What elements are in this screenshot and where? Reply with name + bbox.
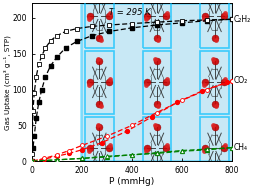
Bar [143,0,171,48]
Text: C₂H₂: C₂H₂ [233,15,250,24]
Bar [143,51,171,114]
Text: CH₄: CH₄ [233,143,247,152]
Bar [85,0,114,48]
Bar [200,117,229,180]
Bar [200,51,229,114]
Bar [85,117,114,180]
Bar [200,0,229,48]
X-axis label: P (mmHg): P (mmHg) [109,177,154,186]
Bar [85,51,114,114]
Y-axis label: Gas Uptake (cm³ g⁻¹, STP): Gas Uptake (cm³ g⁻¹, STP) [4,35,11,130]
Bar [143,117,171,180]
Bar [81,3,233,161]
Text: CO₂: CO₂ [233,76,248,85]
Text: T = 295 K: T = 295 K [108,9,150,18]
